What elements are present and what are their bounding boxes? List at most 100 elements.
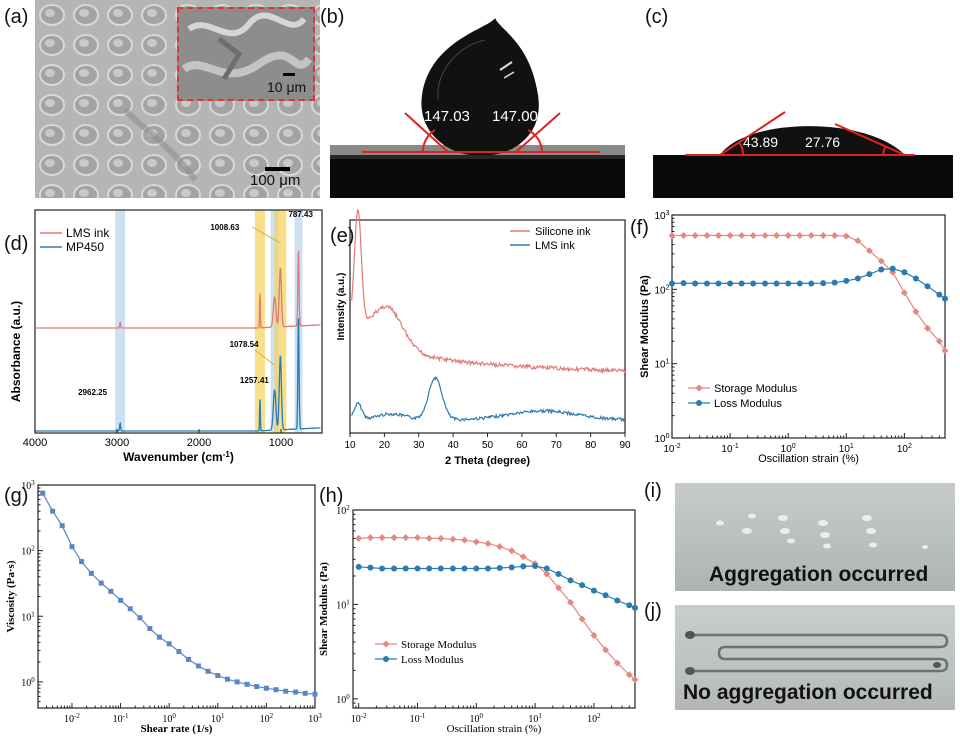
data-point: [508, 547, 516, 555]
panel-c: (c) 43.89 27.76: [635, 0, 960, 200]
y-axis-label: Intensity (a.u.): [336, 273, 347, 341]
chart-e: Silicone ink LMS ink 10 20 30 40 50 60 70 80 90 2 T…: [336, 209, 631, 467]
data-point: [773, 231, 781, 239]
label-d: (d): [4, 233, 29, 255]
data-point: [367, 564, 374, 571]
data-point: [632, 604, 638, 611]
data-point: [831, 231, 839, 239]
y-tick-label: 102: [21, 545, 35, 558]
data-point: [391, 565, 398, 572]
data-point: [715, 280, 722, 287]
label-f: (f): [630, 217, 649, 239]
data-point: [613, 659, 621, 667]
data-point: [877, 257, 885, 265]
x-axis-label: Wavenumber (cm-1): [123, 450, 234, 464]
y-axis-label: Shear Modulus (Pa): [318, 562, 330, 656]
x-tick-label: 101: [528, 712, 542, 725]
data-point: [579, 582, 586, 589]
data-point: [889, 265, 896, 272]
data-point: [127, 606, 133, 612]
x-tick-label: 10-1: [113, 712, 129, 725]
data-point: [738, 231, 746, 239]
peak-annotation: 1257.41: [240, 376, 269, 385]
label-b: (b): [320, 6, 345, 28]
data-point: [843, 277, 850, 284]
series-silicone-ink: [351, 209, 626, 375]
data-point: [254, 684, 260, 690]
series-lms-ink: [351, 375, 626, 423]
peak-band: [115, 210, 126, 433]
contact-angle-left-c: 43.89: [743, 134, 779, 150]
y-tick-label: 100: [336, 693, 350, 706]
data-point: [176, 649, 182, 655]
data-point: [195, 663, 201, 669]
data-point: [785, 280, 792, 287]
data-point: [590, 631, 598, 639]
series-line-0: [42, 492, 316, 695]
x-tick-label: 10-2: [64, 712, 80, 725]
data-point: [263, 685, 269, 691]
data-point: [543, 565, 550, 572]
data-point: [402, 534, 410, 542]
data-point: [924, 283, 931, 290]
legend-marker: [696, 400, 702, 406]
data-point: [842, 232, 850, 240]
data-point: [98, 580, 104, 586]
plot-frame: [37, 484, 316, 709]
data-point: [691, 231, 699, 239]
data-point: [602, 592, 609, 599]
data-point: [413, 534, 421, 542]
contact-angle-right-b: 147.00: [492, 108, 538, 125]
label-h: (h): [319, 485, 344, 507]
inset-scale-bar: [283, 73, 295, 76]
data-point: [820, 280, 827, 287]
label-c: (c): [645, 6, 669, 28]
panel-h: (h) 10-2 10-1 100 101 102 100 101 102 Storage Mo…: [315, 475, 645, 737]
data-point: [669, 280, 675, 287]
annotation-leader: [254, 349, 275, 366]
label-j: (j): [644, 600, 662, 622]
peak-band: [274, 210, 287, 433]
contact-angle-right-c: 27.76: [805, 134, 841, 150]
series-lms-ink: [35, 250, 321, 329]
sem-image: 10 μm 100 μm: [35, 0, 320, 198]
x-tick-label: 40: [448, 440, 460, 451]
data-point: [224, 676, 230, 682]
label-g: (g): [4, 485, 29, 507]
data-point: [425, 534, 433, 542]
data-point: [865, 247, 873, 255]
legend-label-1: Loss Modulus: [714, 398, 782, 410]
data-point: [366, 534, 374, 542]
data-point: [578, 615, 586, 623]
label-i: (i): [644, 480, 662, 502]
data-point: [631, 676, 639, 684]
x-tick-label: 50: [482, 440, 494, 451]
droplet-b-svg: [330, 18, 625, 198]
x-axis-label: Oscillation strain (%): [447, 723, 542, 735]
scale-bar: [265, 167, 290, 171]
data-point: [108, 588, 114, 594]
data-point: [166, 641, 172, 647]
y-tick-label: 103: [21, 479, 35, 492]
data-point: [784, 231, 792, 239]
data-point: [590, 587, 597, 594]
data-point: [312, 691, 318, 697]
data-point: [137, 615, 143, 621]
data-point: [912, 275, 919, 282]
scale-bar-text: 100 μm: [250, 172, 301, 189]
data-point: [936, 291, 943, 298]
panel-b: (b) 147.03 147.00: [320, 0, 630, 200]
y-tick-label: 100: [654, 433, 669, 445]
data-point: [866, 271, 873, 278]
plot-frame: [34, 209, 323, 434]
data-point: [900, 289, 908, 297]
x-tick-label: 102: [587, 712, 601, 725]
x-tick-label: 60: [516, 440, 528, 451]
data-point: [668, 231, 676, 239]
peak-annotation: 2962.25: [78, 388, 107, 397]
x-tick-label: 102: [897, 443, 912, 455]
x-tick-label: 3000: [105, 437, 129, 449]
caption-j: No aggregation occurred: [683, 681, 933, 704]
data-point: [942, 295, 948, 302]
data-point: [437, 565, 444, 572]
